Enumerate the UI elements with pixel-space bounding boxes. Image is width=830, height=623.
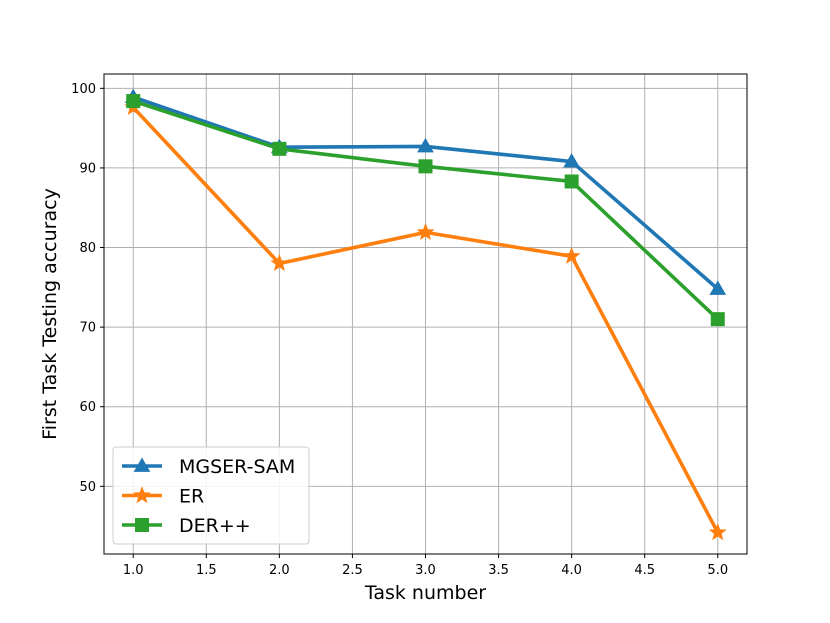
data-point-mgser-sam: [709, 280, 727, 295]
x-tick-label: 2.5: [342, 563, 363, 578]
data-point-mgser-sam: [563, 153, 581, 168]
x-axis-label: Task number: [364, 582, 486, 604]
data-point-der: [272, 141, 287, 156]
data-point-er: [708, 523, 727, 541]
y-tick-label: 70: [79, 321, 96, 336]
series-er: [124, 98, 727, 541]
legend-marker: [133, 486, 151, 504]
data-point-der: [710, 312, 725, 327]
y-tick-label: 100: [71, 82, 96, 97]
y-tick-label: 50: [79, 480, 96, 495]
x-tick-label: 3.0: [415, 563, 436, 578]
y-tick-label: 60: [79, 400, 96, 415]
x-tick-label: 1.5: [196, 563, 217, 578]
series-der: [126, 94, 725, 327]
data-point-er: [562, 246, 581, 264]
data-point-mgser-sam: [417, 137, 434, 153]
legend-box: [112, 446, 310, 545]
legend: MGSER-SAM ER DER++: [112, 446, 310, 545]
legend-label: ER: [179, 486, 204, 508]
y-tick-label: 80: [79, 241, 96, 256]
data-point-der: [126, 94, 141, 109]
data-point-er: [416, 223, 435, 241]
legend-marker: [135, 518, 149, 532]
data-point-er: [270, 254, 289, 272]
x-tick-label: 4.0: [561, 563, 582, 578]
legend-item-mgser-sam: MGSER-SAM: [122, 456, 295, 478]
y-axis-label: First Task Testing accuracy: [39, 188, 61, 440]
y-tick-label: 90: [79, 161, 96, 176]
data-point-der: [418, 159, 433, 174]
axis-ticks: 1.0 1.5 2.0 2.5 3.0 3.5 4.0 4.5 5.0 50 60 70 80 90 100: [71, 82, 728, 578]
x-tick-label: 2.0: [269, 563, 290, 578]
x-tick-label: 4.5: [634, 563, 655, 578]
data-series: [124, 88, 727, 541]
x-tick-label: 3.5: [488, 563, 509, 578]
legend-label: MGSER-SAM: [179, 456, 295, 478]
legend-item-der: DER++: [122, 515, 251, 537]
legend-label: DER++: [179, 515, 251, 537]
legend-item-er: ER: [122, 486, 204, 508]
legend-marker: [133, 457, 151, 472]
x-tick-label: 1.0: [123, 563, 144, 578]
data-point-der: [564, 174, 579, 189]
x-tick-label: 5.0: [707, 563, 728, 578]
